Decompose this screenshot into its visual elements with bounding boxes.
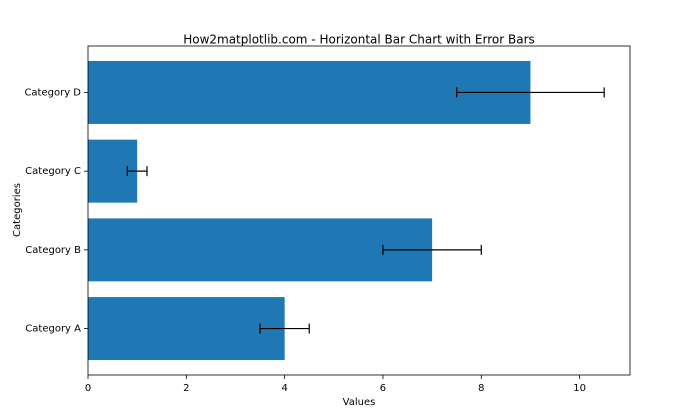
chart-title: How2matplotlib.com - Horizontal Bar Char…	[183, 33, 535, 47]
y-tick-label: Category A	[25, 324, 81, 335]
y-tick-label: Category C	[25, 166, 81, 177]
plot-frame	[87, 45, 631, 376]
x-tick-label: 0	[85, 383, 91, 394]
x-tick-label: 10	[573, 383, 586, 394]
x-tick-label: 8	[478, 383, 484, 394]
y-tick-label: Category D	[24, 87, 81, 98]
x-tick-label: 2	[183, 383, 189, 394]
bar	[88, 297, 285, 361]
y-axis-label: Categories	[12, 183, 23, 237]
y-tick-label: Category B	[25, 245, 81, 256]
x-tick-label: 6	[380, 383, 386, 394]
bar	[88, 218, 433, 282]
x-axis-label: Values	[343, 397, 376, 408]
x-tick-label: 4	[281, 383, 287, 394]
